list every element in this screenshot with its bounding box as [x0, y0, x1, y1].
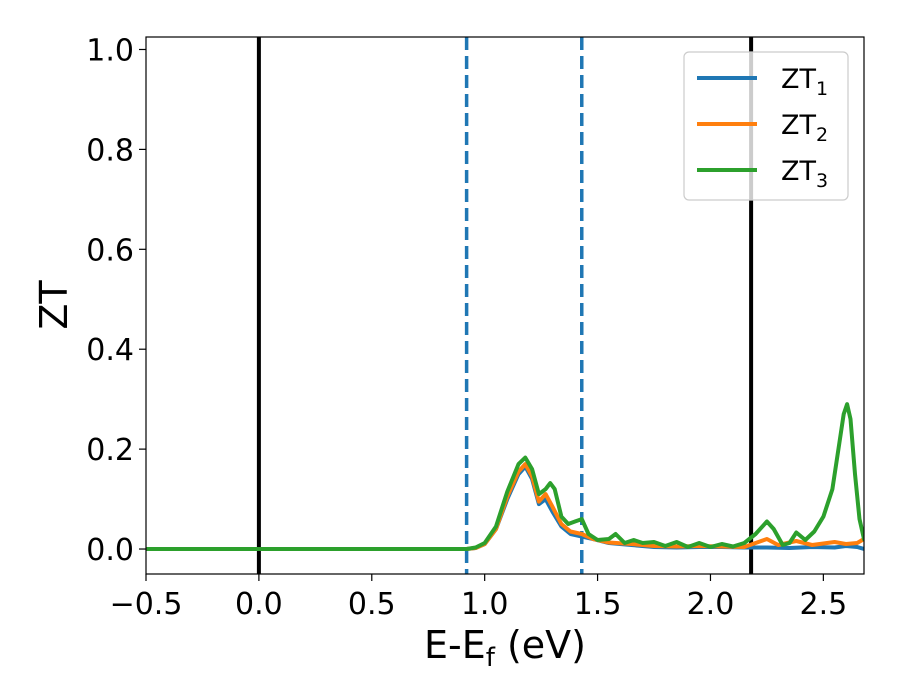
legend-label-zt3: ZT3	[781, 156, 828, 192]
x-tick-label: 0.0	[235, 587, 283, 622]
y-axis-ticks: 0.0 0.2 0.4 0.6 0.8 1.0	[86, 33, 146, 568]
x-tick-label: 0.5	[348, 587, 396, 622]
y-tick-label: 0.6	[86, 233, 134, 268]
legend-box	[683, 51, 849, 201]
plot-frame	[145, 36, 865, 575]
x-tick-label: 1.5	[574, 587, 622, 622]
x-axis-ticks: −0.5 0.0 0.5 1.0 1.5 2.0 2.5	[110, 574, 847, 622]
x-tick-label: 2.5	[799, 587, 847, 622]
x-tick-label: −0.5	[110, 587, 183, 622]
x-axis-label: E-Ef (eV)	[424, 623, 586, 673]
y-tick-label: 0.2	[86, 433, 134, 468]
y-tick-label: 0.0	[86, 533, 134, 568]
legend-label-zt1: ZT1	[781, 64, 828, 100]
series-line-zt2	[146, 462, 864, 551]
y-tick-label: 1.0	[86, 33, 134, 68]
x-tick-label: 1.0	[461, 587, 509, 622]
legend-label-zt2: ZT2	[781, 110, 828, 146]
y-axis-label: ZT	[32, 280, 76, 330]
series-line-zt3	[146, 402, 864, 551]
y-tick-label: 0.8	[86, 133, 134, 168]
series-lines	[146, 402, 864, 551]
y-tick-label: 0.4	[86, 333, 134, 368]
x-tick-label: 2.0	[687, 587, 735, 622]
legend: ZT1 ZT2 ZT3	[683, 51, 849, 201]
